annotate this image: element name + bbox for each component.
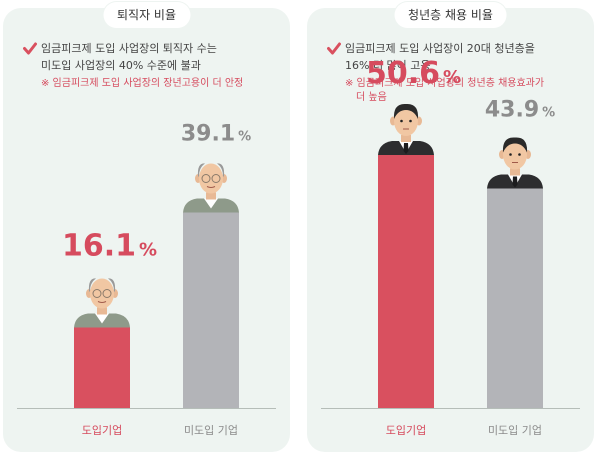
- bar-value-label: 16.1: [62, 229, 136, 264]
- category-label: 미도입 기업: [184, 424, 238, 437]
- figure-head: [90, 278, 114, 309]
- bar-unit-label: %: [443, 67, 461, 88]
- figure-collar: [95, 313, 109, 324]
- figure-collar: [204, 198, 218, 209]
- older-man-figure-icon: [183, 163, 239, 213]
- red-checkmark-icon: [327, 42, 341, 55]
- figure-eye: [400, 119, 403, 123]
- note-line: ※ 임금피크제 도입 사업장의 청년층 채용효과가: [345, 78, 545, 89]
- bar-not-adopted: [487, 188, 543, 408]
- bar-unit-label: %: [238, 130, 251, 145]
- bar-unit-label: %: [139, 240, 157, 261]
- figure-neck: [401, 135, 411, 142]
- figure-eye: [509, 153, 512, 156]
- figure-neck: [97, 307, 107, 315]
- figure-tie: [512, 176, 518, 188]
- description-line: 미도입 사업장의 40% 수준에 불과: [41, 59, 201, 72]
- young-man-figure-icon: [378, 103, 434, 155]
- panel-title: 퇴직자 비율: [102, 2, 191, 28]
- figure-hair: [502, 137, 528, 153]
- figure-hair: [88, 278, 96, 292]
- bar-adopted: [74, 327, 130, 408]
- note-line: 더 높음: [356, 92, 387, 103]
- description-line: 임금피크제 도입 사업장의 퇴직자 수는: [41, 42, 217, 55]
- panel-description: 임금피크제 도입 사업장이 20대 청년층을 16% 더 많이 고용: [345, 40, 581, 74]
- bar-unit-label: %: [542, 106, 555, 121]
- panel-description: 임금피크제 도입 사업장의 퇴직자 수는 미도입 사업장의 40% 수준에 불과: [41, 40, 277, 74]
- category-label: 도입기업: [386, 424, 426, 437]
- panel-note: ※ 임금피크제 도입 사업장의 청년층 채용효과가 더 높음: [345, 77, 581, 105]
- youth-hiring-panel: 청년층 채용 비율 임금피크제 도입 사업장이 20대 청년층을 16% 더 많…: [307, 2, 594, 452]
- figure-hair: [217, 163, 225, 177]
- description-line: 임금피크제 도입 사업장이 20대 청년층을: [345, 42, 535, 55]
- bar-not-adopted: [183, 212, 239, 408]
- youth-hiring-bar-chart: 50.6 % 도입기업 43.9 % 미도입 기업: [321, 56, 580, 437]
- category-label: 미도입 기업: [488, 424, 542, 437]
- figure-neck: [510, 168, 520, 176]
- figure-hair: [393, 103, 419, 119]
- figure-eye: [518, 153, 521, 156]
- young-man-figure-icon: [487, 137, 543, 189]
- retiree-bar-chart: 16.1 % 도입기업 39.1 % 미도입 기업: [17, 122, 276, 437]
- red-checkmark-icon: [23, 42, 37, 55]
- figure-tie: [403, 143, 409, 154]
- description-line: 16% 더 많이 고용: [345, 59, 431, 72]
- figure-glasses: [102, 289, 112, 298]
- older-man-figure-icon: [74, 278, 130, 328]
- figure-neck: [206, 192, 216, 200]
- retiree-ratio-panel: 퇴직자 비율 임금피크제 도입 사업장의 퇴직자 수는 미도입 사업장의 40%…: [3, 2, 290, 452]
- panel-title: 청년층 채용 비율: [394, 2, 507, 28]
- figure-mouth: [206, 186, 216, 188]
- category-label: 도입기업: [82, 424, 122, 437]
- bar-adopted: [378, 155, 434, 408]
- figure-head: [199, 163, 223, 194]
- figure-eye: [409, 119, 412, 123]
- figure-head: [503, 139, 527, 170]
- figure-mouth: [97, 301, 107, 303]
- figure-glasses: [201, 174, 211, 183]
- figure-glasses: [211, 174, 221, 183]
- figure-head: [394, 106, 418, 136]
- bar-value-label: 50.6: [366, 56, 440, 91]
- bar-value-label: 43.9: [485, 98, 539, 123]
- note-line: ※ 임금피크제 도입 사업장의 장년고용이 더 안정: [41, 78, 244, 89]
- figure-glasses: [92, 289, 102, 298]
- bar-value-label: 39.1: [181, 122, 235, 147]
- figure-hair: [108, 278, 116, 292]
- panel-note: ※ 임금피크제 도입 사업장의 장년고용이 더 안정: [41, 77, 277, 91]
- figure-hair: [197, 163, 205, 177]
